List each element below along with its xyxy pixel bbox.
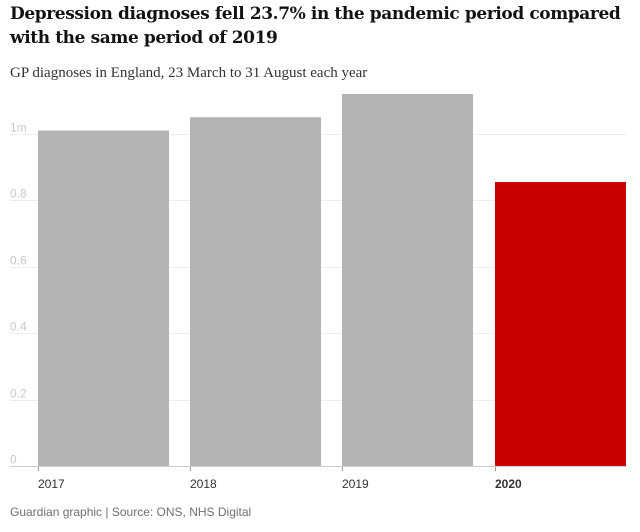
y-tick-label: 0.4 [10,320,27,334]
chart-title: Depression diagnoses fell 23.7% in the p… [10,4,621,48]
y-tick-label: 1m [10,121,27,135]
x-tick-label: 2017 [38,477,65,491]
y-tick-label: 0.8 [10,187,27,201]
y-tick-label: 0.2 [10,387,27,401]
bar-2018 [190,117,321,466]
x-tick-label: 2020 [495,477,522,491]
x-tick-label: 2018 [190,477,217,491]
x-tick-label: 2019 [342,477,369,491]
y-tick-label: 0.6 [10,254,27,268]
bar-chart: 0 0.2 0.4 0.6 0.8 1m 2017 2018 2019 2020 [10,94,626,491]
bar-2019 [342,94,473,466]
bar-2017 [38,130,169,467]
source-credit: Guardian graphic | Source: ONS, NHS Digi… [10,505,252,519]
chart-subtitle: GP diagnoses in England, 23 March to 31 … [10,65,368,81]
bar-2020 [495,182,626,466]
y-tick-label: 0 [10,453,17,467]
